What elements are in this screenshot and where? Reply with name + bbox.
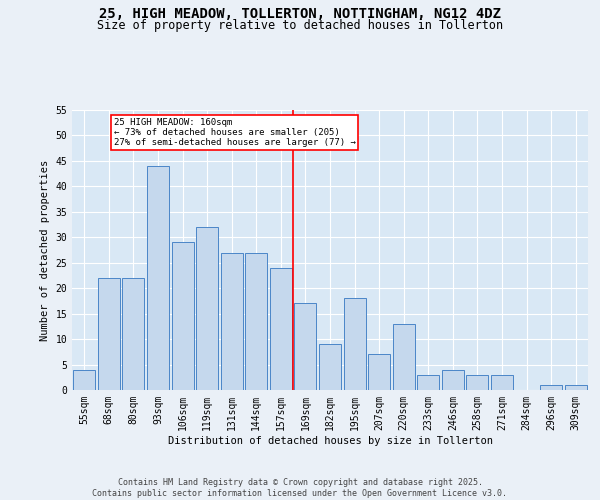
Bar [466,374,488,390]
Text: Size of property relative to detached houses in Tollerton: Size of property relative to detached ho… [97,19,503,32]
Bar [122,278,145,390]
Bar [319,344,341,390]
Bar [295,304,316,390]
Bar [98,278,120,390]
Bar [417,374,439,390]
Bar [368,354,390,390]
Bar [196,227,218,390]
Bar [442,370,464,390]
Bar [540,385,562,390]
Bar [392,324,415,390]
Bar [73,370,95,390]
Text: 25, HIGH MEADOW, TOLLERTON, NOTTINGHAM, NG12 4DZ: 25, HIGH MEADOW, TOLLERTON, NOTTINGHAM, … [99,8,501,22]
Y-axis label: Number of detached properties: Number of detached properties [40,160,50,340]
Bar [221,252,243,390]
Bar [491,374,513,390]
Bar [245,252,268,390]
Bar [565,385,587,390]
Bar [270,268,292,390]
Bar [172,242,194,390]
Bar [344,298,365,390]
Text: 25 HIGH MEADOW: 160sqm
← 73% of detached houses are smaller (205)
27% of semi-de: 25 HIGH MEADOW: 160sqm ← 73% of detached… [114,118,356,148]
Bar [147,166,169,390]
Text: Contains HM Land Registry data © Crown copyright and database right 2025.
Contai: Contains HM Land Registry data © Crown c… [92,478,508,498]
X-axis label: Distribution of detached houses by size in Tollerton: Distribution of detached houses by size … [167,436,493,446]
